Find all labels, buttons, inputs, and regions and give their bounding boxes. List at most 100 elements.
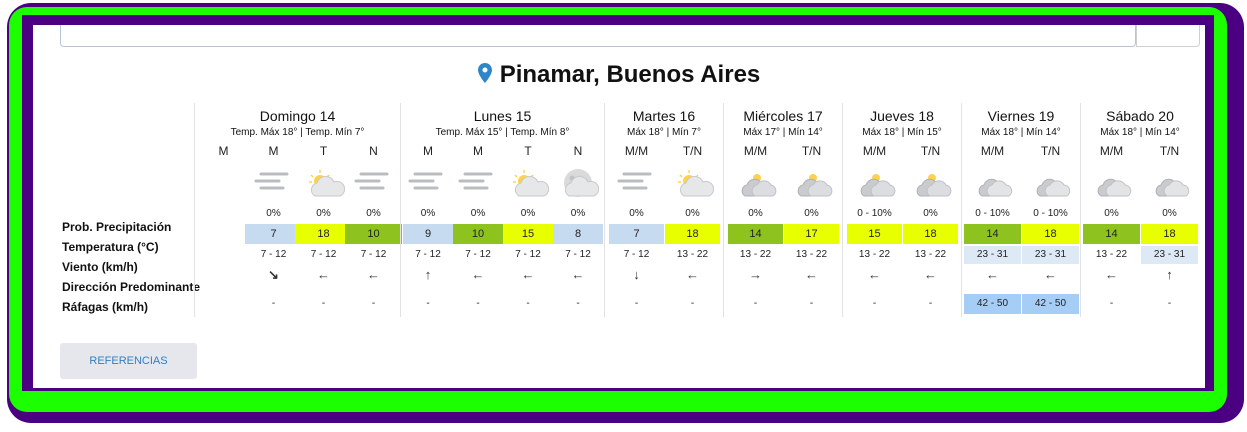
gust-value: - <box>872 298 877 309</box>
day-name: Sábado 20 <box>1106 108 1174 124</box>
period-label: T/N <box>801 144 822 158</box>
precipitation-value: 0% <box>804 208 819 219</box>
period-label: M <box>473 144 483 158</box>
gust-value: - <box>576 298 580 309</box>
day-temp-summary: Máx 18° | Mín 15° <box>862 127 942 138</box>
day-column: Martes 16 Máx 18° | Mín 7° M/M 0% 7 7 - 12 ↓ - T… <box>604 103 723 317</box>
precipitation-value: 0% <box>748 208 763 219</box>
day-temp-summary: Máx 18° | Mín 7° <box>627 127 701 138</box>
gust-value: - <box>1109 298 1114 309</box>
gust-value <box>195 294 252 314</box>
precipitation-value: 0% <box>316 208 331 219</box>
search-icon <box>1157 25 1179 26</box>
sun-cloud-icon <box>295 166 352 200</box>
day-name: Viernes 19 <box>987 108 1055 124</box>
direction-arrow-icon: ← <box>805 267 818 282</box>
moon-cloud-icon <box>553 166 603 200</box>
wind-value: 13 - 22 <box>914 249 947 260</box>
day-name: Jueves 18 <box>870 108 934 124</box>
gust-value: 42 - 50 <box>964 294 1021 314</box>
search-button[interactable] <box>1136 25 1200 47</box>
wind-value: 13 - 22 <box>1095 249 1128 260</box>
gust-value: - <box>371 298 376 309</box>
period-label: M/M <box>1099 144 1124 158</box>
period-label: M <box>423 144 433 158</box>
cloudy-sun-icon <box>847 166 902 200</box>
precipitation-value: 0% <box>470 208 486 219</box>
direction-arrow-icon: ← <box>924 267 937 282</box>
period-label: T/N <box>682 144 703 158</box>
wind-value: 7 - 12 <box>260 249 287 260</box>
wind-value: 7 - 12 <box>623 249 650 260</box>
temperature-value: 14 <box>1083 224 1140 244</box>
direction-arrow-icon: ← <box>317 267 330 282</box>
direction-arrow-icon: ← <box>986 267 999 282</box>
wind-value: 13 - 22 <box>858 249 891 260</box>
fog-icon <box>609 166 664 200</box>
temperature-value: 18 <box>903 224 958 244</box>
precipitation-value: 0% <box>266 208 281 219</box>
temperature-value: 18 <box>1022 224 1079 244</box>
empty-icon-slot <box>195 166 252 200</box>
wind-value: 13 - 22 <box>676 249 709 260</box>
direction-arrow-icon <box>195 266 252 284</box>
temperature-value: 7 <box>245 224 302 244</box>
cloudy-icon <box>1141 166 1198 200</box>
day-column: Jueves 18 Máx 18° | Mín 15° M/M 0 - 10% 15 13… <box>842 103 961 317</box>
period-label: M <box>218 144 229 158</box>
day-name: Miércoles 17 <box>743 108 823 124</box>
temperature-value: 14 <box>728 224 783 244</box>
label-gusts: Ráfagas (km/h) <box>62 300 149 314</box>
day-name: Lunes 15 <box>473 108 532 124</box>
temperature-value: 18 <box>295 224 352 244</box>
precipitation-value: 0% <box>570 208 586 219</box>
direction-arrow-icon: ← <box>1044 267 1057 282</box>
period-label: T <box>319 144 328 158</box>
period-label: T/N <box>1040 144 1061 158</box>
temperature-value: 7 <box>609 224 664 244</box>
wind-value: 13 - 22 <box>795 249 828 260</box>
sun-cloud-icon <box>503 166 553 200</box>
search-input[interactable] <box>60 25 1136 47</box>
gust-value: 42 - 50 <box>1022 294 1079 314</box>
references-button[interactable]: REFERENCIAS <box>60 343 197 379</box>
direction-arrow-icon: ↘ <box>268 267 279 282</box>
day-column: Sábado 20 Máx 18° | Mín 14° M/M 0% 14 13 - 22… <box>1080 103 1199 317</box>
temperature-value <box>195 224 252 244</box>
period-label: N <box>573 144 583 158</box>
gust-value: - <box>271 298 276 309</box>
precipitation-value: 0 - 10% <box>975 208 1010 219</box>
direction-arrow-icon: ← <box>571 267 585 282</box>
day-column: Miércoles 17 Máx 17° | Mín 14° M/M 0% 14 13 -… <box>723 103 842 317</box>
day-name: Domingo 14 <box>259 108 336 124</box>
day-temp-summary: Máx 17° | Mín 14° <box>743 127 823 138</box>
period-label: M/M <box>862 144 887 158</box>
day-column: Lunes 15 Temp. Máx 15° | Temp. Mín 8° M 0% 9… <box>400 103 604 317</box>
fog-icon <box>453 166 503 200</box>
temperature-value: 18 <box>1141 224 1198 244</box>
temperature-value: 9 <box>403 224 453 244</box>
period-label: M <box>268 144 279 158</box>
wind-value <box>195 246 252 264</box>
period-label: N <box>369 144 378 158</box>
day-column: Domingo 14 Temp. Máx 18° | Temp. Mín 7° M M… <box>194 103 402 317</box>
gust-value: - <box>634 298 639 309</box>
direction-arrow-icon: ← <box>686 267 699 282</box>
direction-arrow-icon: → <box>749 267 762 282</box>
temperature-value: 18 <box>665 224 720 244</box>
direction-arrow-icon: ← <box>521 267 535 282</box>
wind-value: 7 - 12 <box>310 249 337 260</box>
wind-value: 7 - 12 <box>515 249 541 260</box>
wind-value: 7 - 12 <box>360 249 387 260</box>
precipitation-value: 0% <box>520 208 536 219</box>
precipitation-value: 0% <box>685 208 700 219</box>
temperature-value: 8 <box>553 224 603 244</box>
cloudy-icon <box>964 166 1021 200</box>
day-temp-summary: Máx 18° | Mín 14° <box>1100 127 1180 138</box>
cloudy-icon <box>1022 166 1079 200</box>
temperature-value: 17 <box>784 224 839 244</box>
day-temp-summary: Temp. Máx 15° | Temp. Mín 8° <box>435 127 570 138</box>
wind-value: 13 - 22 <box>739 249 772 260</box>
location-pin-icon <box>477 62 492 90</box>
label-precipitation: Prob. Precipitación <box>62 220 172 234</box>
